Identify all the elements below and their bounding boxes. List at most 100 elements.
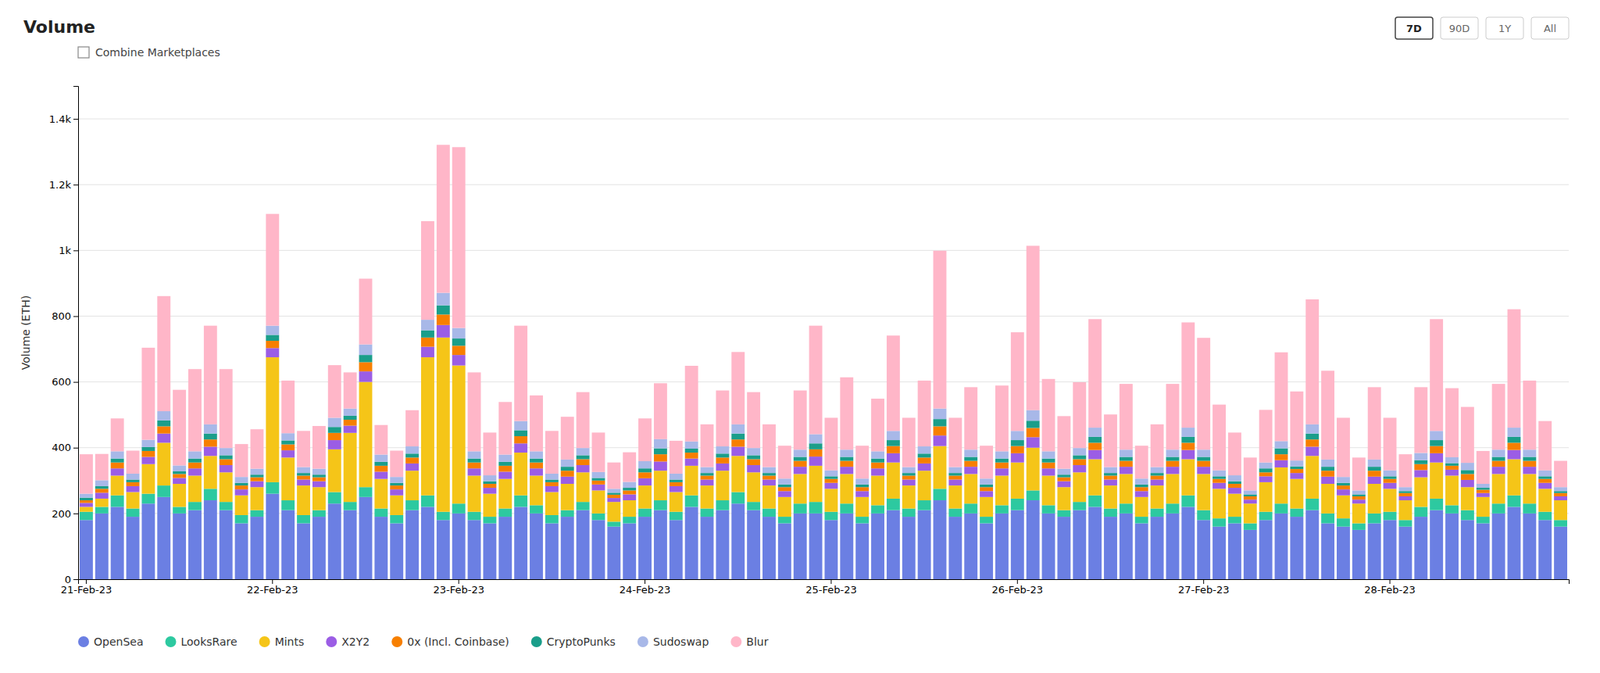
bar xyxy=(731,424,745,434)
bar xyxy=(1383,470,1397,477)
bar xyxy=(638,508,652,518)
bar xyxy=(1259,475,1273,483)
bar xyxy=(1212,517,1226,527)
bar xyxy=(607,462,621,490)
bar xyxy=(1166,503,1180,514)
bar xyxy=(1275,460,1289,468)
bar xyxy=(529,450,543,458)
bar xyxy=(793,449,808,457)
bar xyxy=(948,467,962,474)
range-button-label: 1Y xyxy=(1498,22,1511,35)
bar xyxy=(917,446,932,454)
bar xyxy=(328,364,342,418)
bar xyxy=(281,439,295,444)
bar xyxy=(1196,337,1211,450)
bar xyxy=(824,488,838,511)
bar xyxy=(653,439,668,449)
bar xyxy=(1414,469,1428,477)
bar xyxy=(1275,467,1289,504)
bar xyxy=(405,463,419,471)
x-tick-mark xyxy=(1203,578,1204,584)
bar xyxy=(1507,442,1522,450)
checkbox-label: Combine Marketplaces xyxy=(95,46,221,59)
bar xyxy=(172,506,186,513)
bar xyxy=(359,371,373,382)
x-tick-label: 25-Feb-23 xyxy=(805,583,857,596)
bar xyxy=(1553,526,1568,579)
bar xyxy=(1383,482,1397,490)
bar xyxy=(343,408,358,416)
bar xyxy=(79,511,93,521)
y-axis-line xyxy=(73,86,79,580)
x-tick-label: 27-Feb-23 xyxy=(1178,583,1229,596)
bar xyxy=(685,448,699,453)
bar xyxy=(1289,466,1304,469)
bar xyxy=(1057,486,1071,510)
bar xyxy=(1057,415,1071,468)
bar xyxy=(669,479,683,483)
bar xyxy=(778,484,792,487)
bar xyxy=(592,519,606,579)
bar xyxy=(1103,516,1118,579)
bar xyxy=(1414,386,1428,453)
y-tick-label: 200 xyxy=(51,507,72,520)
bar-series xyxy=(79,292,1568,498)
bar xyxy=(1057,468,1071,475)
bar xyxy=(1212,404,1226,471)
bar xyxy=(157,433,171,443)
bar xyxy=(157,496,171,579)
bar xyxy=(405,470,419,500)
bar xyxy=(1103,467,1118,474)
bar xyxy=(312,486,326,510)
bar xyxy=(902,479,916,486)
bar xyxy=(685,458,699,466)
bar xyxy=(1289,508,1304,518)
bar xyxy=(778,445,792,479)
bar xyxy=(467,371,482,451)
y-tick-mark xyxy=(73,315,79,317)
bar xyxy=(793,473,808,504)
bar xyxy=(1166,513,1180,579)
bar xyxy=(653,382,668,440)
bar xyxy=(1088,506,1102,579)
bar xyxy=(576,447,590,455)
bar xyxy=(1150,475,1165,479)
x-tick-mark xyxy=(830,578,832,584)
bar xyxy=(95,492,109,499)
bar xyxy=(545,485,559,493)
x-tick-label: 24-Feb-23 xyxy=(619,583,671,596)
legend-swatch xyxy=(531,635,543,647)
bar xyxy=(467,511,482,521)
bar xyxy=(1538,482,1552,490)
bar xyxy=(1259,462,1273,469)
bar xyxy=(389,495,404,515)
bar xyxy=(1196,510,1211,521)
x-tick-mark xyxy=(644,578,646,584)
bar xyxy=(79,497,93,500)
y-tick: 1.2k xyxy=(49,178,79,191)
y-tick: 600 xyxy=(51,375,79,388)
bar xyxy=(1507,436,1522,443)
bar xyxy=(1166,466,1180,474)
bar xyxy=(374,516,388,579)
bar xyxy=(1553,492,1568,497)
x-tick-label: 23-Feb-23 xyxy=(432,583,484,596)
bar xyxy=(126,482,140,486)
bar xyxy=(1522,513,1536,579)
bar xyxy=(1057,474,1071,477)
bar xyxy=(265,325,279,336)
bar xyxy=(871,513,885,579)
bar xyxy=(1150,479,1165,486)
bar xyxy=(452,365,466,504)
bar xyxy=(389,514,404,524)
bar xyxy=(824,470,838,477)
bar xyxy=(95,479,109,486)
bar xyxy=(855,516,869,523)
bar xyxy=(126,516,140,579)
bar xyxy=(995,462,1009,469)
bar xyxy=(467,467,482,475)
grid-line xyxy=(78,184,1569,186)
bar xyxy=(778,522,792,579)
bar xyxy=(1305,498,1319,511)
bar xyxy=(265,482,279,494)
